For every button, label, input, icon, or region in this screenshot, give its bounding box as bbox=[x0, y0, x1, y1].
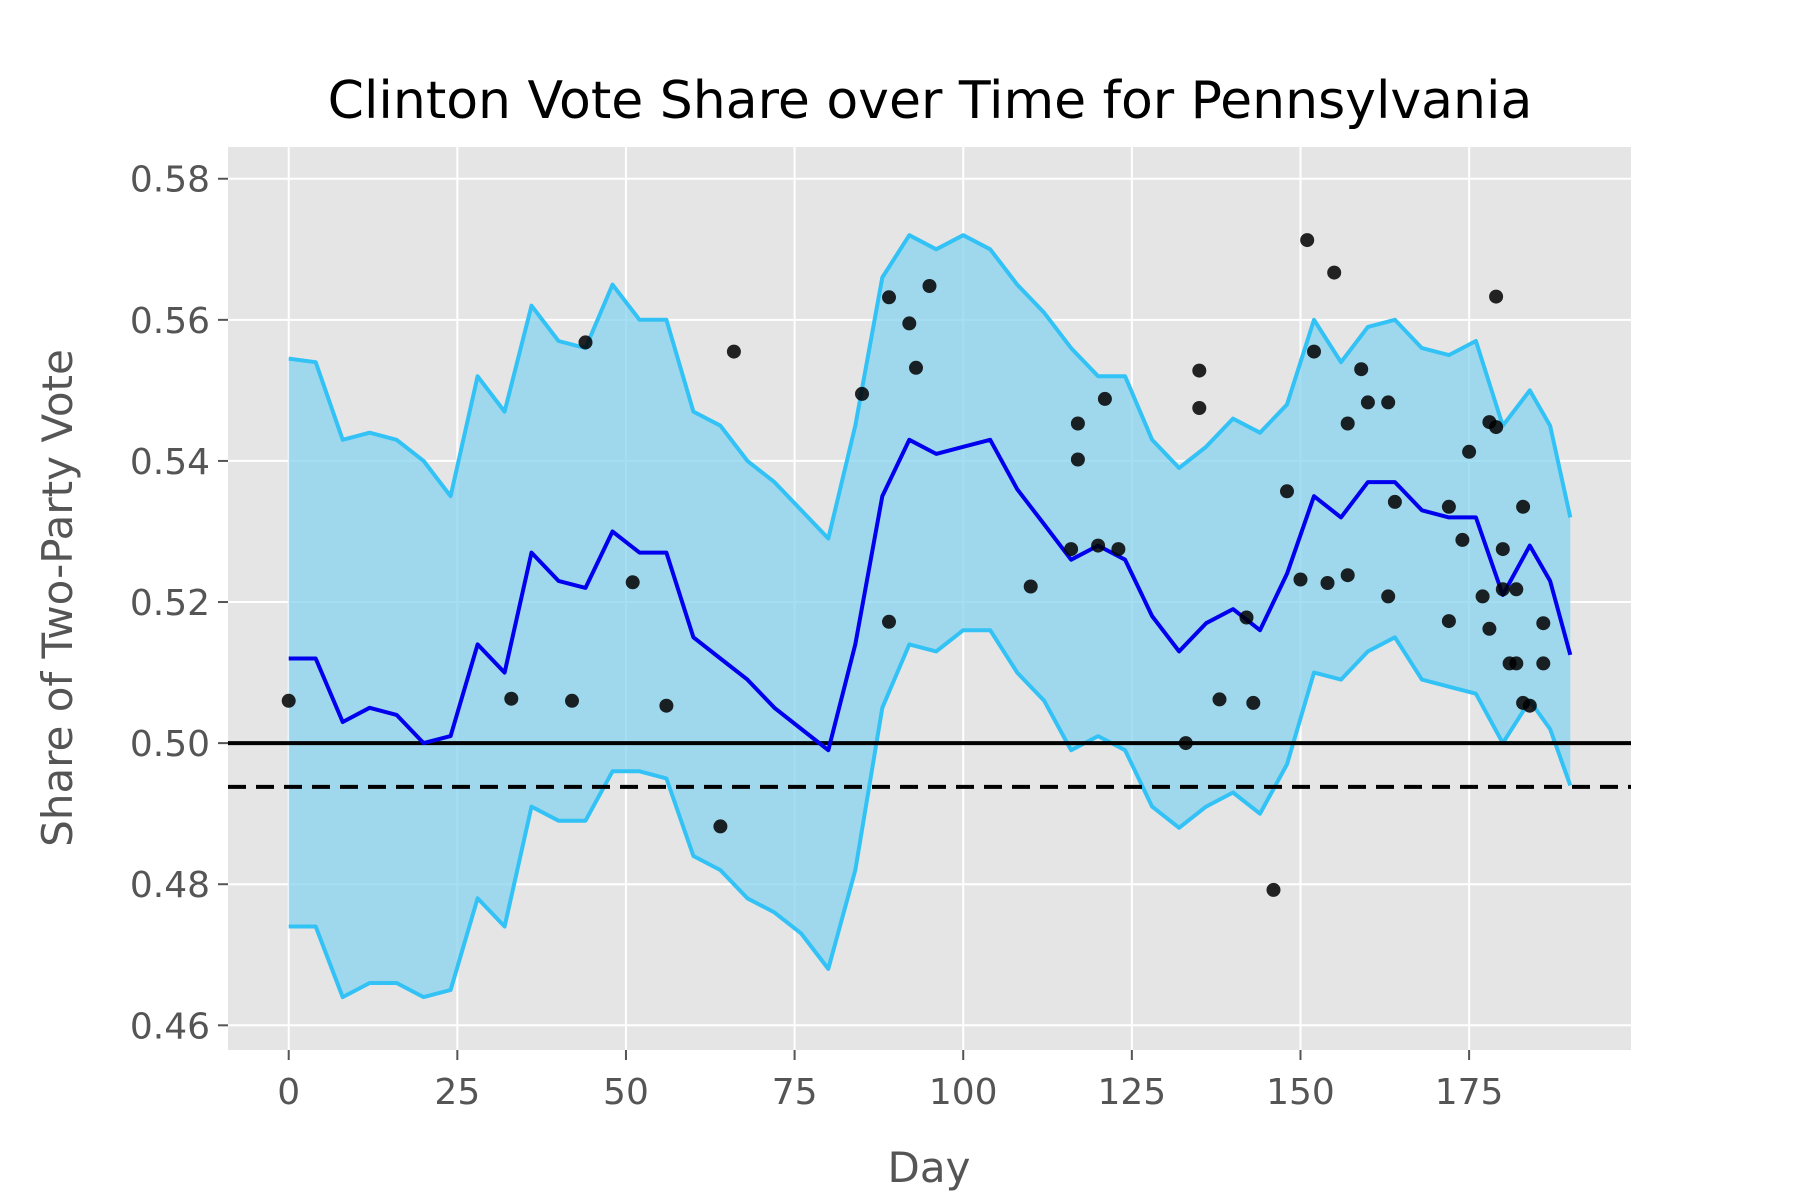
poll-point bbox=[882, 614, 896, 629]
poll-point bbox=[1489, 420, 1504, 435]
poll-point bbox=[578, 335, 593, 350]
chart-title: Clinton Vote Share over Time for Pennsyl… bbox=[328, 71, 1533, 131]
poll-point bbox=[1307, 344, 1321, 359]
y-tick-label: 0.56 bbox=[130, 301, 210, 342]
y-tick-label: 0.52 bbox=[130, 583, 210, 624]
mean-line bbox=[288, 437, 1573, 753]
x-axis-label: Day bbox=[888, 1143, 971, 1192]
poll-point bbox=[1070, 416, 1085, 431]
poll-point bbox=[1280, 484, 1294, 499]
poll-point bbox=[1509, 582, 1524, 597]
poll-point bbox=[1293, 572, 1308, 587]
poll-point bbox=[1178, 736, 1193, 751]
poll-point bbox=[625, 575, 640, 590]
poll-point bbox=[1495, 542, 1510, 557]
poll-point bbox=[1441, 499, 1456, 514]
x-tick-label: 75 bbox=[772, 1072, 818, 1113]
poll-point bbox=[1387, 494, 1402, 509]
y-tick-label: 0.54 bbox=[130, 442, 210, 483]
x-tick-label: 0 bbox=[277, 1072, 300, 1113]
poll-point bbox=[1381, 589, 1396, 604]
poll-point bbox=[565, 693, 579, 708]
poll-points bbox=[281, 233, 1551, 897]
poll-point bbox=[1475, 589, 1490, 604]
poll-point bbox=[281, 693, 296, 708]
poll-point bbox=[1462, 444, 1477, 459]
poll-point bbox=[1097, 391, 1112, 406]
credible-interval-band bbox=[288, 233, 1573, 1000]
poll-point bbox=[1482, 621, 1497, 636]
poll-point bbox=[1320, 576, 1335, 590]
poll-point bbox=[855, 386, 869, 401]
poll-point bbox=[1239, 610, 1254, 625]
poll-point bbox=[1354, 362, 1369, 377]
poll-point bbox=[1111, 542, 1126, 557]
poll-point bbox=[726, 344, 741, 359]
poll-point bbox=[1489, 289, 1504, 304]
poll-point bbox=[1091, 538, 1106, 553]
poll-point bbox=[713, 819, 728, 834]
poll-point bbox=[1266, 882, 1281, 897]
poll-point bbox=[1522, 698, 1537, 713]
x-tick-label: 50 bbox=[603, 1072, 649, 1113]
poll-point bbox=[1300, 233, 1315, 248]
y-tick-label: 0.46 bbox=[130, 1006, 210, 1047]
poll-point bbox=[1064, 542, 1079, 557]
x-tick-label: 125 bbox=[1097, 1072, 1166, 1113]
x-tick-label: 150 bbox=[1266, 1072, 1335, 1113]
poll-point bbox=[504, 691, 519, 706]
poll-point bbox=[1212, 692, 1227, 707]
reference-lines bbox=[228, 741, 1631, 789]
upper-bound-line bbox=[288, 233, 1573, 541]
mean-trend bbox=[288, 437, 1573, 753]
poll-point bbox=[1023, 579, 1038, 594]
y-tick-label: 0.58 bbox=[130, 160, 210, 201]
poll-point bbox=[1455, 532, 1470, 547]
poll-point bbox=[1327, 265, 1342, 280]
y-tick-label: 0.50 bbox=[130, 724, 210, 765]
poll-point bbox=[1441, 614, 1456, 629]
poll-point bbox=[909, 360, 923, 375]
x-tick-label: 25 bbox=[434, 1072, 480, 1113]
band-fill bbox=[288, 235, 1571, 998]
poll-point bbox=[1381, 395, 1396, 410]
axes: 0 25 50 75 100 125 150 175 0.46 0.48 0.50 0.52 0.54 0… bbox=[130, 160, 1504, 1113]
poll-point bbox=[1495, 582, 1510, 597]
poll-point bbox=[1360, 395, 1375, 410]
poll-point bbox=[1192, 363, 1207, 378]
poll-point bbox=[1516, 499, 1531, 514]
poll-point bbox=[1340, 568, 1355, 583]
poll-point bbox=[922, 279, 937, 293]
poll-point bbox=[1192, 401, 1207, 415]
y-tick-label: 0.48 bbox=[130, 865, 210, 906]
poll-point bbox=[1246, 695, 1261, 710]
poll-point bbox=[1070, 452, 1085, 467]
poll-point bbox=[1509, 656, 1524, 671]
y-axis-label: Share of Two-Party Vote bbox=[33, 349, 82, 847]
x-tick-label: 175 bbox=[1435, 1072, 1504, 1113]
poll-point bbox=[1340, 416, 1355, 431]
poll-point bbox=[1536, 656, 1551, 671]
poll-point bbox=[1536, 616, 1551, 631]
poll-point bbox=[902, 316, 917, 331]
poll-point bbox=[659, 698, 674, 713]
lower-bound-line bbox=[288, 628, 1573, 1000]
poll-point bbox=[882, 290, 896, 305]
x-tick-label: 100 bbox=[929, 1072, 998, 1113]
